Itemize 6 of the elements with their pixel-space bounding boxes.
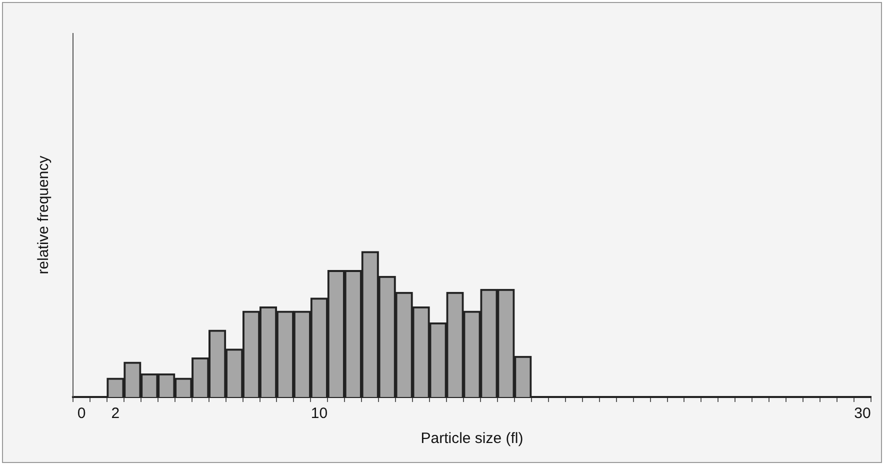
x-tick-label: 2 — [111, 405, 120, 422]
x-tick-label: 0 — [77, 405, 86, 422]
x-tick-label: 30 — [854, 405, 871, 422]
x-axis-title: Particle size (fl) — [420, 430, 524, 448]
x-tick-label: 10 — [310, 405, 328, 422]
y-axis-title: relative frequency — [35, 155, 52, 274]
